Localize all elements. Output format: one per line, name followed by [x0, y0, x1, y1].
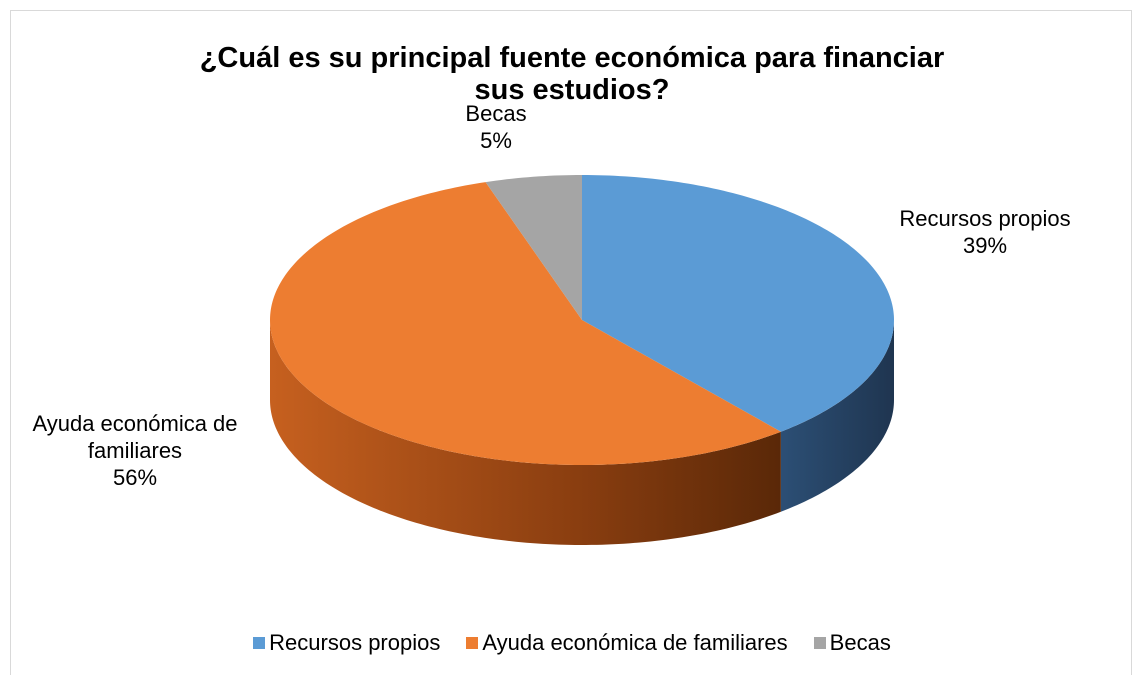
data-label: Recursos propios 39% — [870, 205, 1100, 259]
data-label-category: Recursos propios — [899, 206, 1071, 231]
legend-swatch — [813, 637, 826, 649]
legend-swatch — [466, 637, 479, 649]
slice — [270, 182, 781, 465]
legend-item: Ayuda económica de familiares — [466, 630, 788, 656]
data-label: Becas 5% — [381, 100, 611, 154]
data-label: Ayuda económica de familiares 56% — [20, 410, 250, 491]
data-label-value: 56% — [112, 465, 158, 490]
legend-item: Recursos propios — [253, 630, 440, 656]
slice-side — [270, 320, 781, 545]
slice-side — [780, 320, 894, 512]
data-label-category: Ayuda económica de familiares — [32, 411, 238, 463]
legend-label: Ayuda económica de familiares — [482, 630, 788, 655]
legend-swatch — [253, 637, 266, 649]
legend-item: Becas — [813, 630, 891, 656]
data-label-category: Becas — [465, 101, 527, 126]
chart-frame — [10, 10, 1132, 675]
legend-label: Recursos propios — [269, 630, 441, 655]
slice — [485, 175, 582, 320]
legend-label: Becas — [829, 630, 891, 655]
chart-title: ¿Cuál es su principal fuente económica p… — [199, 42, 945, 106]
legend: Recursos propios Ayuda económica de famil… — [0, 630, 1144, 656]
data-label-value: 5% — [480, 128, 512, 153]
data-label-value: 39% — [962, 233, 1008, 258]
slice — [582, 175, 894, 432]
